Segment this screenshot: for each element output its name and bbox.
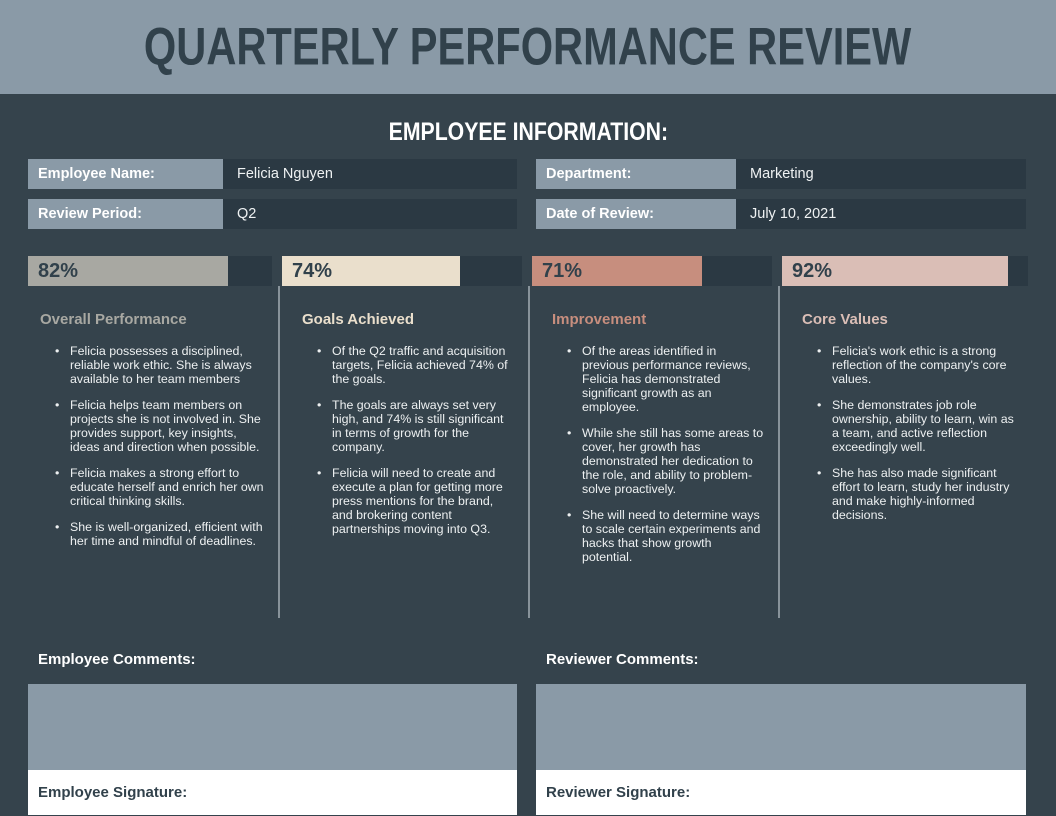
- field-value: July 10, 2021: [736, 199, 1026, 229]
- bullet-item: Felicia possesses a disciplined, reliabl…: [54, 344, 266, 386]
- bullet-item: Felicia's work ethic is a strong reflect…: [816, 344, 1014, 386]
- employee-info-heading-text: EMPLOYEE INFORMATION:: [388, 118, 668, 146]
- category-title: Goals Achieved: [302, 311, 414, 328]
- employee-comments-label: Employee Comments:: [38, 651, 196, 668]
- field-value: Q2: [223, 199, 517, 229]
- field-value: Felicia Nguyen: [223, 159, 517, 189]
- field-date-of-review: Date of Review: July 10, 2021: [536, 199, 1026, 229]
- progress-track: 71%: [532, 256, 772, 286]
- reviewer-comments-input-area[interactable]: [536, 684, 1026, 770]
- bullet-item: Of the Q2 traffic and acquisition target…: [316, 344, 514, 386]
- category-bullet-list: Of the Q2 traffic and acquisition target…: [302, 344, 514, 536]
- page-header: QUARTERLY PERFORMANCE REVIEW: [0, 0, 1056, 94]
- progress-fill: 74%: [282, 256, 460, 286]
- reviewer-comments-block: Reviewer Comments: Reviewer Signature:: [536, 651, 1026, 815]
- progress-value: 74%: [292, 259, 333, 282]
- field-label: Employee Name:: [28, 159, 223, 189]
- category-title: Core Values: [802, 311, 888, 328]
- category-title: Improvement: [552, 311, 647, 328]
- employee-signature-area[interactable]: Employee Signature:: [28, 770, 517, 815]
- field-label: Review Period:: [28, 199, 223, 229]
- reviewer-comments-label: Reviewer Comments:: [546, 651, 699, 668]
- comments-section: Employee Comments: Employee Signature: R…: [28, 651, 1028, 815]
- bullet-item: Felicia helps team members on projects s…: [54, 398, 266, 454]
- progress-track: 82%: [28, 256, 272, 286]
- reviewer-signature-area[interactable]: Reviewer Signature:: [536, 770, 1026, 815]
- field-label: Department:: [536, 159, 736, 189]
- field-review-period: Review Period: Q2: [28, 199, 517, 229]
- employee-comments-block: Employee Comments: Employee Signature:: [28, 651, 517, 815]
- reviewer-signature-label: Reviewer Signature:: [546, 784, 691, 801]
- progress-fill: 92%: [782, 256, 1009, 286]
- field-label: Date of Review:: [536, 199, 736, 229]
- bullet-item: While she still has some areas to cover,…: [566, 426, 764, 496]
- category-body: Core Values Felicia's work ethic is a st…: [778, 311, 1028, 618]
- bullet-item: She is well-organized, efficient with he…: [54, 520, 266, 548]
- category-bullet-list: Felicia possesses a disciplined, reliabl…: [40, 344, 266, 548]
- progress-value: 82%: [38, 259, 79, 282]
- field-employee-name: Employee Name: Felicia Nguyen: [28, 159, 517, 189]
- category-goals-achieved: 74% Goals Achieved Of the Q2 traffic and…: [278, 256, 528, 618]
- employee-info-heading: EMPLOYEE INFORMATION:: [0, 118, 1056, 146]
- category-title: Overall Performance: [40, 311, 187, 328]
- bullet-item: She demonstrates job role ownership, abi…: [816, 398, 1014, 454]
- category-overall-performance: 82% Overall Performance Felicia possesse…: [28, 256, 278, 618]
- category-bullet-list: Felicia's work ethic is a strong reflect…: [802, 344, 1014, 522]
- employee-signature-label: Employee Signature:: [38, 784, 188, 801]
- category-body: Overall Performance Felicia possesses a …: [28, 311, 278, 618]
- category-body: Goals Achieved Of the Q2 traffic and acq…: [278, 311, 528, 618]
- progress-fill: 71%: [532, 256, 703, 286]
- progress-value: 92%: [792, 259, 833, 282]
- progress-track: 74%: [282, 256, 522, 286]
- bullet-item: Felicia will need to create and execute …: [316, 466, 514, 536]
- bullet-item: Of the areas identified in previous perf…: [566, 344, 764, 414]
- field-department: Department: Marketing: [536, 159, 1026, 189]
- bullet-item: The goals are always set very high, and …: [316, 398, 514, 454]
- category-improvement: 71% Improvement Of the areas identified …: [528, 256, 778, 618]
- bullet-item: She will need to determine ways to scale…: [566, 508, 764, 564]
- category-body: Improvement Of the areas identified in p…: [528, 311, 778, 618]
- progress-fill: 82%: [28, 256, 229, 286]
- field-value: Marketing: [736, 159, 1026, 189]
- progress-track: 92%: [782, 256, 1028, 286]
- categories-section: 82% Overall Performance Felicia possesse…: [28, 256, 1028, 618]
- page-title: QUARTERLY PERFORMANCE REVIEW: [144, 17, 912, 77]
- category-bullet-list: Of the areas identified in previous perf…: [552, 344, 764, 564]
- bullet-item: She has also made significant effort to …: [816, 466, 1014, 522]
- bullet-item: Felicia makes a strong effort to educate…: [54, 466, 266, 508]
- progress-value: 71%: [542, 259, 583, 282]
- employee-comments-input-area[interactable]: [28, 684, 517, 770]
- category-core-values: 92% Core Values Felicia's work ethic is …: [778, 256, 1028, 618]
- employee-info-table: Employee Name: Felicia Nguyen Department…: [28, 159, 1028, 229]
